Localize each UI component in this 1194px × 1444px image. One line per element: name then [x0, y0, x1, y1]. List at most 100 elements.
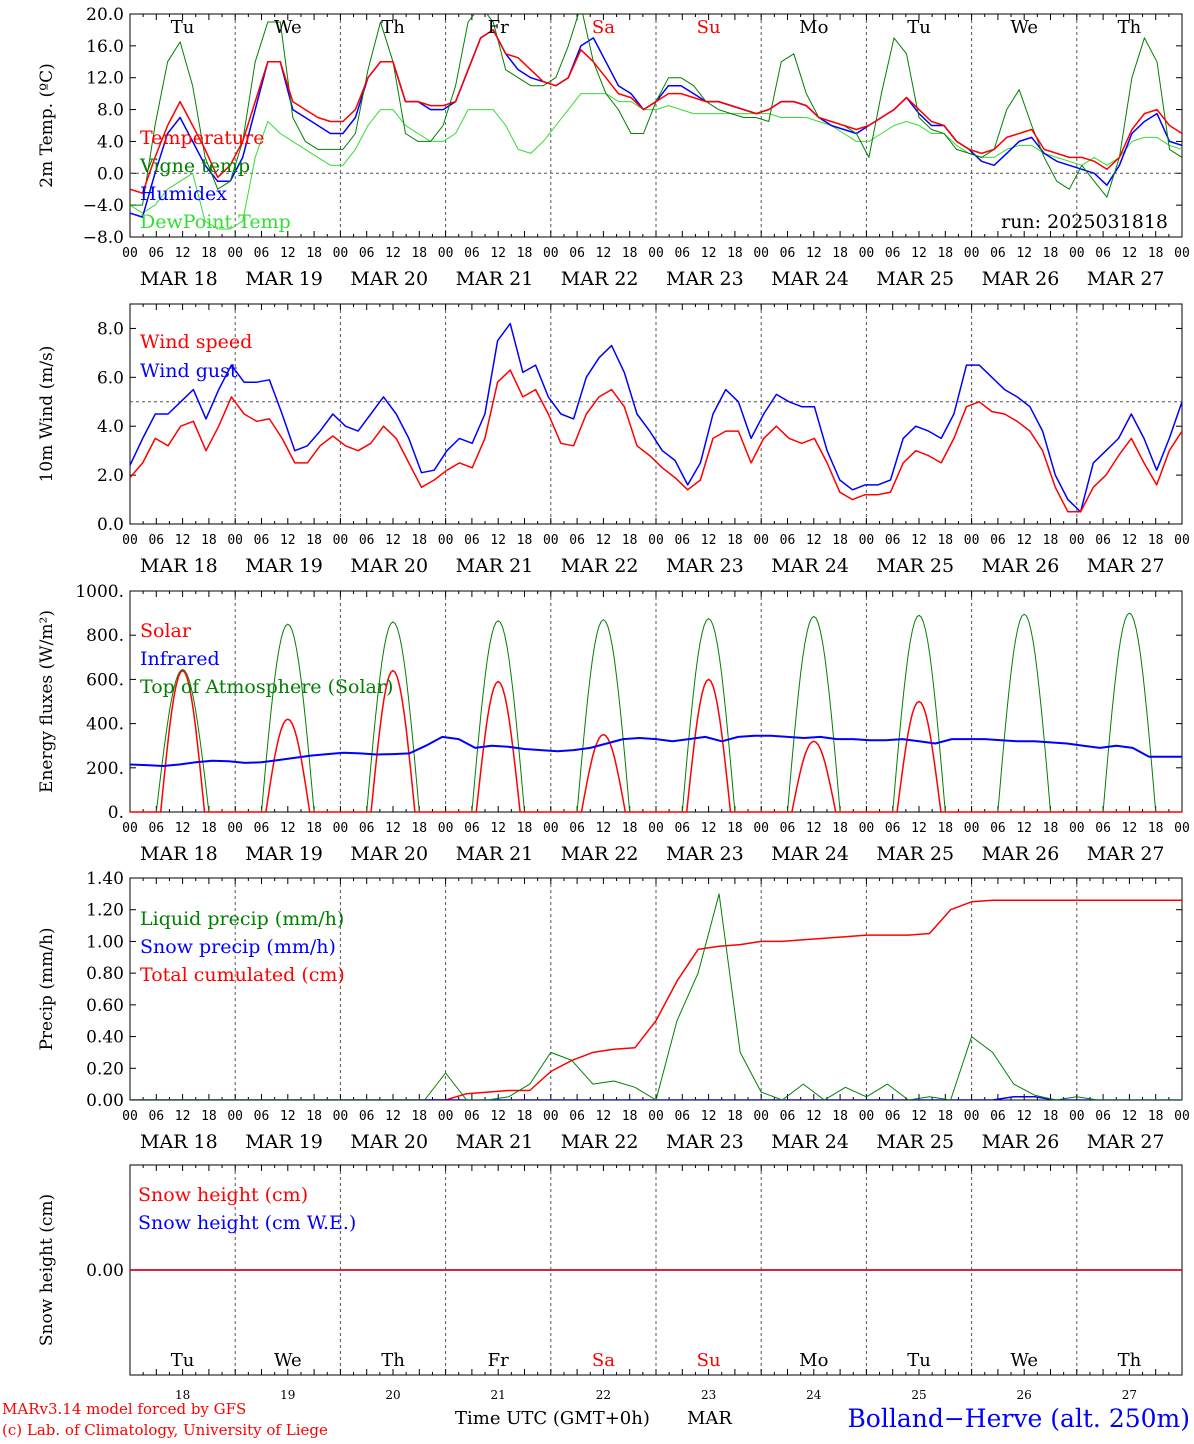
date-label: MAR 25 — [876, 555, 954, 577]
date-label: MAR 21 — [456, 268, 534, 290]
hour-label: 18 — [1043, 1109, 1059, 1124]
y-tick-label: 0. — [108, 803, 124, 823]
hour-label: 18 — [306, 821, 322, 836]
hour-label: 00 — [333, 821, 349, 836]
hour-label: 18 — [937, 821, 953, 836]
hour-label: 06 — [1095, 821, 1111, 836]
hour-label: 18 — [937, 533, 953, 548]
hour-label: 12 — [596, 533, 612, 548]
hour-label: 00 — [1069, 821, 1085, 836]
hour-label: 12 — [911, 1109, 927, 1124]
y-tick-label: 1000. — [75, 582, 124, 602]
hour-label: 12 — [1016, 1109, 1032, 1124]
hour-label: 00 — [122, 821, 138, 836]
date-label: MAR 20 — [350, 555, 428, 577]
hour-label: 00 — [122, 1109, 138, 1124]
date-label: MAR 20 — [350, 843, 428, 865]
hour-label: 00 — [964, 1109, 980, 1124]
solar-line — [866, 700, 972, 813]
toa-solar-line — [656, 617, 762, 813]
hour-label: 18 — [622, 1109, 638, 1124]
y-tick-label: 0.0 — [97, 164, 124, 184]
hour-label: 06 — [254, 821, 270, 836]
hour-label: 06 — [359, 533, 375, 548]
hour-label: 12 — [490, 1109, 506, 1124]
hour-label: 06 — [990, 821, 1006, 836]
credit-line-2: (c) Lab. of Climatology, University of L… — [2, 1421, 328, 1439]
hour-label: 12 — [280, 821, 296, 836]
legend-entry: Solar — [140, 620, 192, 642]
weekday-label: We — [274, 17, 302, 38]
toa-solar-line — [550, 619, 656, 813]
hour-label: 18 — [832, 533, 848, 548]
date-label: MAR 22 — [561, 268, 639, 290]
panel-1 — [129, 13, 1183, 238]
hour-label: 12 — [490, 246, 506, 261]
hour-label: 06 — [990, 533, 1006, 548]
run-label: run: 2025031818 — [1001, 211, 1168, 233]
toa-solar-line — [445, 620, 551, 813]
date-label: MAR 19 — [245, 843, 323, 865]
hour-label: 18 — [1148, 246, 1164, 261]
hour-label: 18 — [1043, 246, 1059, 261]
toa-solar-line — [971, 613, 1077, 813]
hour-label: 06 — [780, 821, 796, 836]
hour-label: 00 — [543, 246, 559, 261]
hour-label: 00 — [964, 821, 980, 836]
toa-solar-line — [866, 614, 972, 813]
hour-label: 12 — [280, 533, 296, 548]
hour-label: 18 — [727, 246, 743, 261]
weekday-label: Th — [1118, 17, 1142, 38]
hour-label: 18 — [1148, 821, 1164, 836]
date-label: MAR 26 — [982, 555, 1060, 577]
date-label: MAR 27 — [1087, 268, 1165, 290]
credit-line-1: MARv3.14 model forced by GFS — [2, 1400, 246, 1418]
hour-label: 06 — [674, 821, 690, 836]
hour-label: 12 — [175, 1109, 191, 1124]
legend-entry: Top of Atmosphere (Solar) — [140, 676, 393, 698]
hour-label: 00 — [1174, 533, 1190, 548]
hour-label: 18 — [1148, 1109, 1164, 1124]
toa-solar-line — [235, 623, 341, 813]
hour-label: 18 — [622, 246, 638, 261]
date-label: MAR 27 — [1087, 555, 1165, 577]
date-label: MAR 22 — [561, 1131, 639, 1153]
date-label: MAR 27 — [1087, 1131, 1165, 1153]
date-label: MAR 22 — [561, 555, 639, 577]
y-tick-label: 0.00 — [86, 1091, 124, 1111]
hour-label: 12 — [385, 246, 401, 261]
date-label: MAR 19 — [245, 268, 323, 290]
legend-entry: Wind speed — [140, 331, 252, 353]
y-axis-label: Snow height (cm) — [37, 1194, 57, 1346]
dewpoint-temp-line — [130, 93, 1182, 230]
x-axis-title: Time UTC (GMT+0h) — [455, 1408, 650, 1429]
legend-entry: Humidex — [140, 183, 227, 205]
total-cumulated-cm--line — [130, 899, 1182, 1100]
panel-2 — [129, 303, 1183, 525]
hour-label: 06 — [359, 821, 375, 836]
date-label: MAR 23 — [666, 843, 744, 865]
hour-label: 00 — [122, 533, 138, 548]
legend-entry: Snow height (cm) — [138, 1184, 308, 1206]
day-number: 23 — [701, 1388, 716, 1402]
weekday-label: We — [1010, 17, 1038, 38]
hour-label: 00 — [1069, 246, 1085, 261]
weekday-label: Th — [381, 17, 405, 38]
hour-label: 00 — [543, 1109, 559, 1124]
date-label: MAR 24 — [771, 843, 849, 865]
hour-label: 06 — [464, 533, 480, 548]
hour-label: 06 — [990, 1109, 1006, 1124]
hour-label: 18 — [306, 533, 322, 548]
hour-label: 12 — [1122, 821, 1138, 836]
hour-label: 06 — [359, 1109, 375, 1124]
hour-label: 06 — [148, 821, 164, 836]
legend-entry: Infrared — [140, 648, 220, 670]
snow-precip-mm-h--line — [130, 1096, 1182, 1100]
weekday-label: Sa — [592, 1350, 615, 1371]
hour-label: 18 — [517, 1109, 533, 1124]
date-label: MAR 20 — [350, 268, 428, 290]
y-tick-label: 0.20 — [86, 1059, 124, 1079]
day-number: 25 — [911, 1388, 926, 1402]
hour-label: 00 — [1174, 821, 1190, 836]
